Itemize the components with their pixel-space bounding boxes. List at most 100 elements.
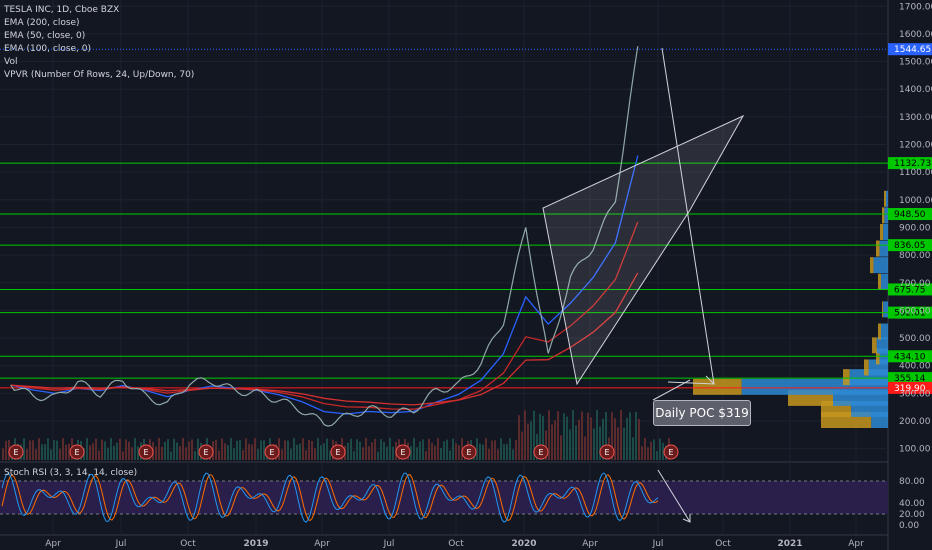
callout-pointer xyxy=(652,379,691,401)
price-tick-label: 700.00 xyxy=(899,279,931,289)
legend-ema100[interactable]: EMA (100, close, 0) xyxy=(4,44,92,54)
vpvr-row-up xyxy=(881,323,888,340)
vpvr-row-down xyxy=(843,369,850,386)
volume-bar xyxy=(239,439,241,460)
volume-bar xyxy=(257,448,259,460)
volume-bar xyxy=(377,451,379,460)
volume-bar xyxy=(428,438,430,460)
vpvr-row-down xyxy=(870,257,874,274)
volume-bar xyxy=(284,440,286,460)
volume-bar xyxy=(158,438,160,460)
level-badge xyxy=(888,372,932,385)
volume-bar xyxy=(596,410,598,460)
volume-bar xyxy=(107,447,109,460)
volume-bar xyxy=(410,446,412,460)
volume-bar xyxy=(29,440,31,460)
last-price-badge xyxy=(888,43,932,56)
price-series xyxy=(10,46,639,427)
volume-bar xyxy=(323,443,325,460)
level-badge xyxy=(888,208,932,221)
volume-bar xyxy=(56,440,58,460)
volume-bar xyxy=(353,451,355,460)
earnings-label: E xyxy=(269,448,274,457)
volume-bar xyxy=(629,412,631,460)
earnings-label: E xyxy=(400,448,405,457)
vpvr-row-down xyxy=(864,359,869,376)
time-tick-label: Apr xyxy=(582,539,598,549)
volume-bar xyxy=(161,446,163,460)
volume-bar xyxy=(632,437,634,460)
level-badge xyxy=(888,381,932,394)
time-axis[interactable]: Apr Jul Oct 2019 Apr Jul Oct 2020 Apr Jul Oct 2021 A… xyxy=(45,539,864,549)
volume-bar xyxy=(485,438,487,460)
poc-callout: Daily POC $319 xyxy=(653,400,751,426)
price-tick-label: 500.00 xyxy=(899,334,931,344)
volume-bar xyxy=(635,411,637,460)
volume-bar xyxy=(290,448,292,460)
ema-200-line xyxy=(10,272,639,406)
volume-bar xyxy=(248,443,250,460)
volume-bar xyxy=(647,447,649,460)
volume-bar xyxy=(512,449,514,460)
volume-bar xyxy=(50,449,52,460)
stoch-rsi-title[interactable]: Stoch RSI (3, 3, 14, 14, close) xyxy=(4,468,138,478)
time-tick-label: 2021 xyxy=(777,539,802,549)
volume-bar xyxy=(191,439,193,460)
volume-bar xyxy=(527,423,529,460)
vpvr-row-up xyxy=(886,190,888,207)
volume-bar xyxy=(278,438,280,460)
volume-bar xyxy=(566,416,568,460)
vpvr-row-up xyxy=(879,240,888,257)
volume-bar xyxy=(59,448,61,460)
volume-bar xyxy=(368,446,370,460)
earnings-marker xyxy=(461,444,477,460)
volume-bar xyxy=(104,441,106,460)
time-tick-label: Jul xyxy=(383,539,395,549)
time-tick-label: Oct xyxy=(180,539,196,549)
vpvr-row-up xyxy=(883,223,888,240)
volume-bar xyxy=(293,438,295,460)
volume-bar xyxy=(539,413,541,460)
volume-bar xyxy=(197,438,199,460)
volume-bar xyxy=(155,446,157,460)
vpvr-row-up xyxy=(884,207,888,224)
volume-bar xyxy=(446,439,448,460)
volume-bar xyxy=(182,438,184,460)
volume-bar xyxy=(638,418,640,460)
volume-bar xyxy=(623,427,625,460)
price-axis[interactable]: 1700.00 1600.00 1500.00 1400.00 1300.00 1200.… xyxy=(899,2,932,454)
legend-ema50[interactable]: EMA (50, close, 0) xyxy=(4,31,86,41)
stoch-tick-label: 0.00 xyxy=(899,521,919,531)
volume-bar xyxy=(5,440,7,460)
volume-bar xyxy=(311,440,313,460)
volume-bar xyxy=(86,438,88,460)
volume-bar xyxy=(389,438,391,460)
last-price-label: 1544.65 xyxy=(894,45,931,55)
legend-ema200[interactable]: EMA (200, close) xyxy=(4,18,80,28)
volume-bar xyxy=(521,431,523,460)
price-tick-label: 1100.00 xyxy=(899,168,932,178)
price-tick-label: 200.00 xyxy=(899,417,931,427)
volume-bar xyxy=(584,436,586,460)
volume-bar xyxy=(443,441,445,460)
earnings-marker xyxy=(599,444,615,460)
legend-vpvr[interactable]: VPVR (Number Of Rows, 24, Up/Down, 70) xyxy=(4,70,195,80)
vpvr-row-down xyxy=(693,378,742,395)
time-tick-label: Apr xyxy=(45,539,61,549)
level-label: 355.14 xyxy=(894,374,926,384)
level-badge xyxy=(888,157,932,170)
volume-bar xyxy=(170,451,172,460)
volume-bar xyxy=(314,448,316,460)
volume-bar xyxy=(251,444,253,460)
legend-vol[interactable]: Vol xyxy=(4,57,18,67)
volume-bar xyxy=(476,438,478,460)
earnings-label: E xyxy=(13,448,18,457)
volume-bar xyxy=(194,451,196,460)
time-tick-label: Jul xyxy=(652,539,664,549)
volume-bar xyxy=(356,439,358,460)
volume-bar xyxy=(38,438,40,460)
volume-bar xyxy=(530,421,532,460)
